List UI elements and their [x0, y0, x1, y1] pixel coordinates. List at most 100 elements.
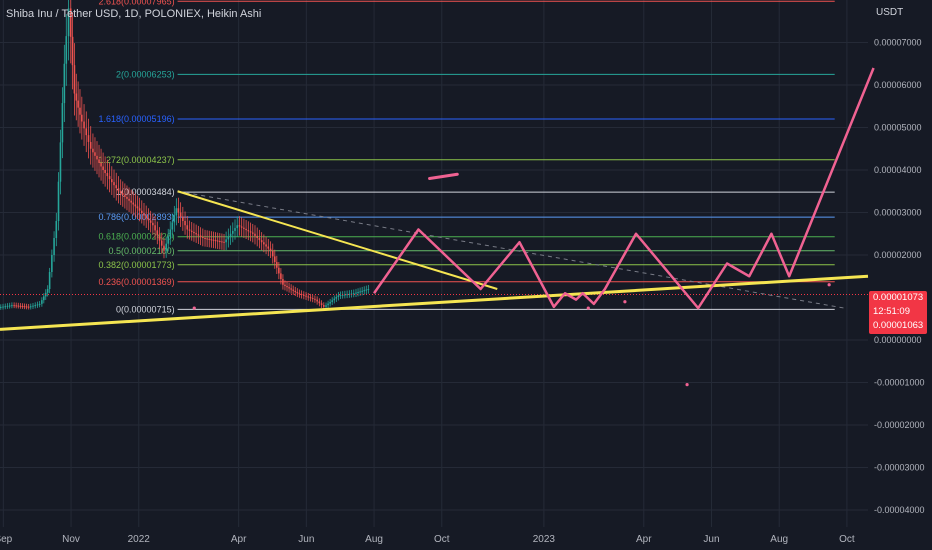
candle-body [53, 238, 55, 255]
candle-body [83, 121, 85, 129]
candle-body [136, 206, 139, 209]
candle-body [251, 232, 254, 234]
candle-body [243, 227, 245, 229]
candle-body [265, 244, 267, 247]
candle-body [100, 162, 102, 167]
time-tick-label: Oct [434, 534, 450, 545]
candle-body [333, 298, 336, 301]
fib-level-label: 0(0.00000715) [116, 304, 175, 314]
candle-body [240, 226, 243, 228]
candle-body [309, 297, 312, 299]
candle-body [29, 306, 32, 308]
candle-body [128, 198, 130, 201]
candle-body [335, 297, 338, 299]
candle-body [48, 272, 51, 289]
candle-body [329, 301, 331, 304]
candle-body [79, 107, 81, 115]
candle-body [292, 289, 294, 291]
candle-body [282, 279, 284, 285]
candle-body [130, 200, 132, 203]
candle-body [13, 305, 15, 307]
candle-body [124, 195, 126, 197]
candle-body [27, 306, 30, 308]
candle-body [210, 239, 213, 241]
candle-body [55, 221, 58, 238]
candle-body [290, 288, 292, 290]
candle-body [38, 303, 41, 305]
candle-body [17, 305, 20, 307]
candle-body [204, 238, 206, 239]
candle-body [160, 240, 163, 246]
candle-body [365, 289, 368, 291]
candle-body [61, 103, 64, 143]
ascending-support-line [0, 274, 869, 331]
candle-body [167, 236, 170, 244]
candle-body [132, 202, 135, 205]
candle-body [367, 289, 370, 290]
candle-body [238, 225, 241, 227]
candlestick-series [0, 0, 370, 310]
secondary-price-value: 0.00001063 [873, 320, 924, 331]
candle-body [260, 240, 263, 243]
candle-body [339, 295, 342, 297]
candle-body [145, 215, 148, 218]
candle-body [276, 262, 278, 268]
candle-body [43, 296, 45, 301]
candle-body [46, 289, 49, 293]
candle-body [117, 188, 120, 192]
marker-dot [623, 300, 627, 304]
candle-body [110, 179, 113, 183]
candle-body [316, 299, 318, 302]
time-tick-label: 2022 [128, 534, 151, 545]
time-tick-label: Oct [839, 534, 855, 545]
fib-extension-levels: 2.618(0.00007965) 2(0.00006253) 1.618(0.00… [99, 0, 835, 314]
candle-body [236, 225, 239, 229]
candle-body [296, 292, 299, 294]
candle-body [318, 301, 321, 304]
candle-body [119, 191, 122, 194]
time-axis[interactable]: Sep Nov 2022 Apr Jun Aug Oct 2023 Apr Jun Aug Oct [0, 534, 855, 545]
candle-body [245, 228, 247, 231]
fib-level-label: 0.5(0.00002100) [109, 246, 175, 256]
candle-body [273, 256, 276, 263]
price-axis[interactable]: 0.00007000 0.00006000 0.00005000 0.00004000… [874, 38, 925, 516]
candle-body [98, 159, 100, 163]
candle-body [73, 65, 76, 94]
candle-body [229, 233, 232, 237]
candle-body [361, 290, 363, 292]
marker-dot [827, 283, 831, 287]
candle-body [254, 233, 256, 236]
candle-body [323, 305, 325, 307]
fib-level-label: 1(0.00003484) [116, 187, 175, 197]
candle-body [325, 305, 327, 307]
candle-body [41, 300, 43, 304]
candle-body [154, 225, 156, 231]
candle-body [212, 239, 215, 241]
candle-body [65, 36, 68, 64]
candle-body [269, 248, 272, 251]
candle-body [225, 239, 227, 243]
fib-level-label: 0.382(0.00001773) [99, 260, 175, 270]
candle-body [158, 235, 161, 241]
candle-body [284, 284, 286, 286]
candle-body [271, 250, 274, 257]
fib-level-label: 0.236(0.00001369) [99, 277, 175, 287]
candle-body [314, 298, 316, 300]
candle-body [346, 294, 348, 296]
symbol-title[interactable]: Shiba Inu / Tether USD, 1D, POLONIEX, He… [6, 8, 262, 20]
candle-body [249, 231, 252, 233]
candle-body [175, 208, 178, 216]
candle-body [186, 225, 189, 230]
fib-level-label: 0.786(0.00002893) [99, 212, 175, 222]
candle-body [92, 148, 94, 153]
candle-body [214, 240, 217, 242]
candle-body [6, 305, 9, 307]
time-tick-label: Jun [298, 534, 314, 545]
time-tick-label: Jun [703, 534, 719, 545]
candle-body [4, 306, 7, 308]
marker-dot [586, 306, 590, 310]
candle-body [156, 230, 159, 236]
last-price-badge: 0.00001073 12:51:09 0.00001063 [869, 291, 927, 334]
price-tick-label: 0.00007000 [874, 38, 922, 48]
